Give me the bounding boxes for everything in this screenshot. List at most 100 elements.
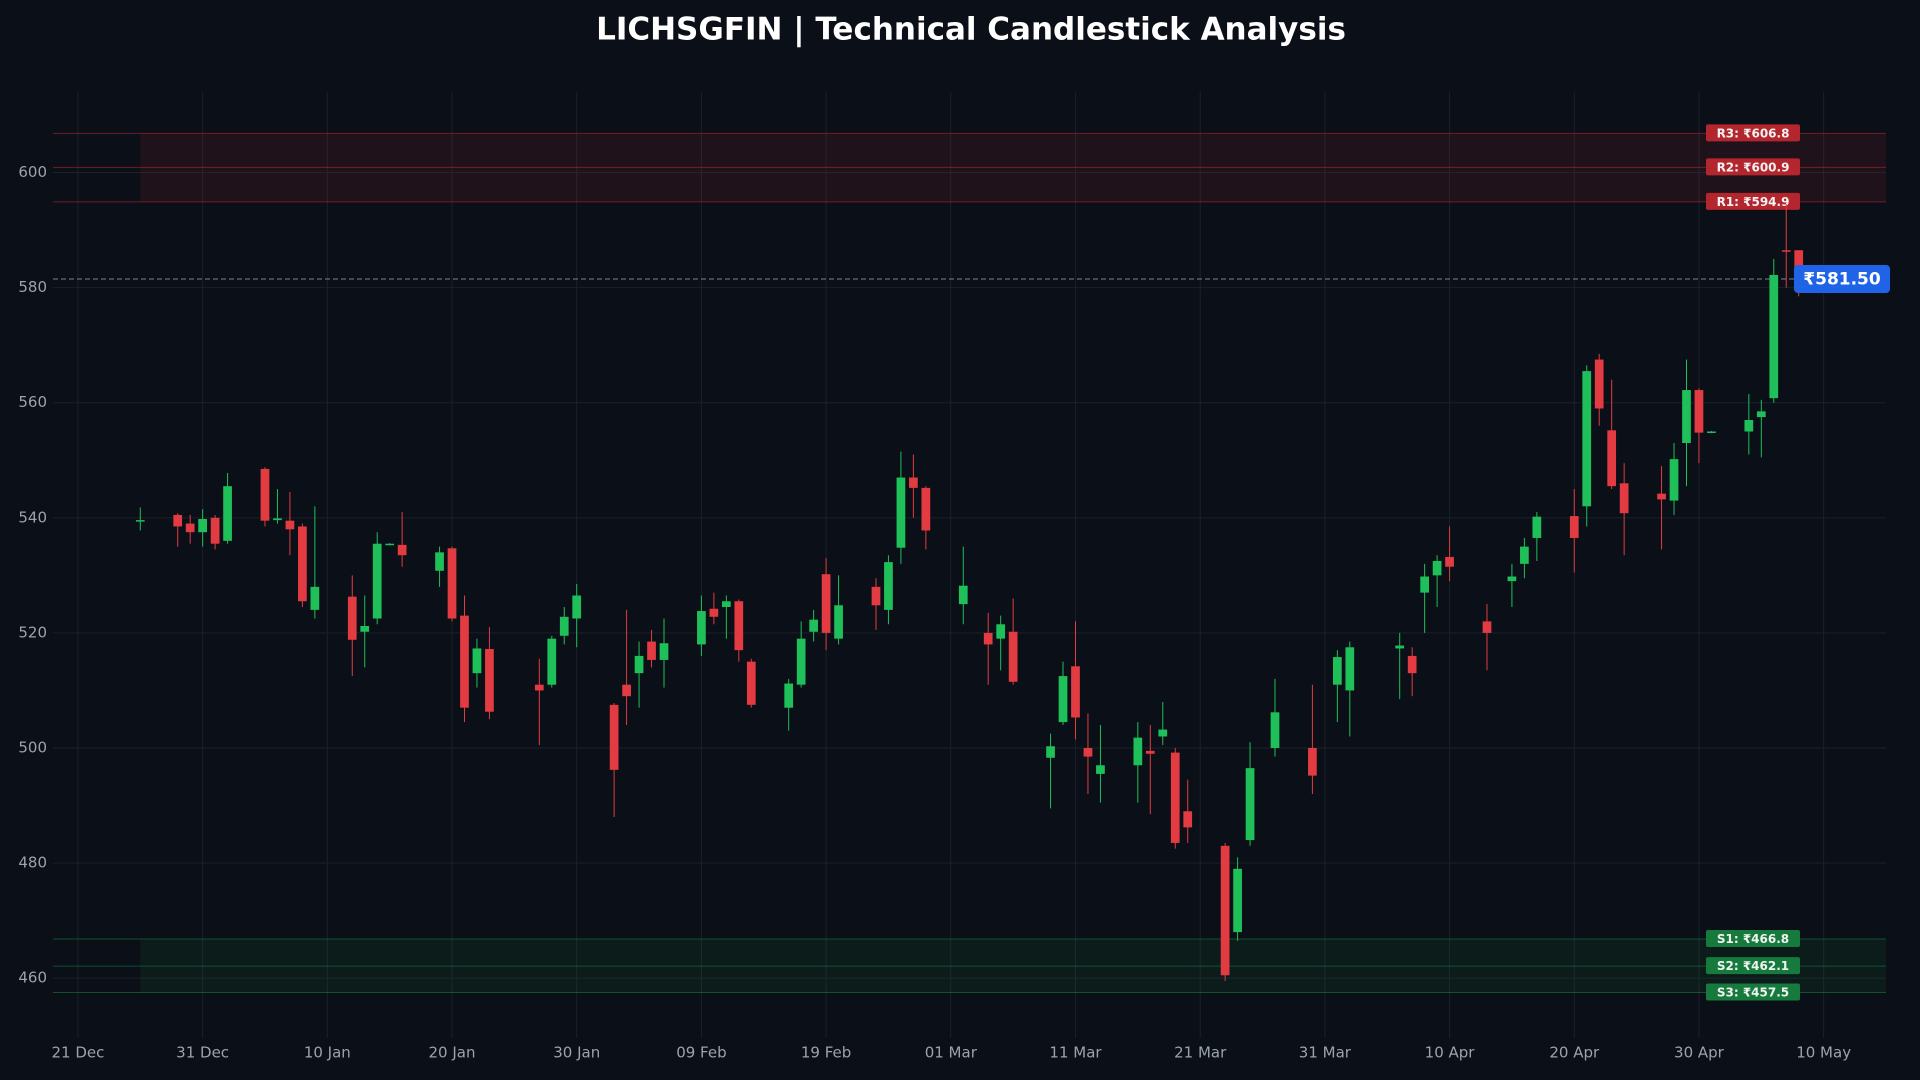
candle-body <box>372 543 382 619</box>
candle-body <box>559 616 569 636</box>
candle-body <box>1694 390 1704 433</box>
x-tick-label: 31 Mar <box>1299 1044 1352 1062</box>
y-tick-label: 520 <box>18 623 47 641</box>
x-tick-label: 31 Dec <box>176 1044 229 1062</box>
candle-body <box>647 641 656 660</box>
y-tick-label: 600 <box>18 163 47 181</box>
candle-body <box>572 595 582 619</box>
x-tick-label: 10 Jan <box>304 1044 351 1062</box>
y-tick-label: 480 <box>18 854 47 872</box>
level-label: R2: ₹600.9 <box>1717 160 1790 174</box>
level-label: S1: ₹466.8 <box>1717 932 1789 946</box>
x-tick-label: 10 Apr <box>1425 1044 1476 1062</box>
x-tick-label: 30 Apr <box>1674 1044 1725 1062</box>
candle-body <box>834 605 843 639</box>
last-price-badge <box>1794 265 1890 294</box>
x-tick-label: 21 Dec <box>51 1044 104 1062</box>
candle-body <box>1332 657 1342 685</box>
level-badge <box>1706 983 1800 1001</box>
candle-body <box>1270 712 1280 748</box>
candle-body <box>198 518 207 533</box>
candle-body <box>1507 576 1517 582</box>
candle-body <box>447 548 457 619</box>
x-tick-label: 10 May <box>1796 1044 1851 1062</box>
candle-body <box>223 486 232 541</box>
candle-body <box>1345 647 1355 691</box>
candle-body <box>1582 371 1592 507</box>
candle-body <box>821 574 831 633</box>
candle-body <box>135 520 145 522</box>
candle-body <box>721 601 731 608</box>
candle-body <box>659 643 669 660</box>
candle-body <box>285 520 295 530</box>
candle-body <box>173 514 183 527</box>
x-tick-label: 20 Apr <box>1549 1044 1600 1062</box>
candle-body <box>697 611 706 645</box>
candle-body <box>784 683 794 708</box>
candle-body <box>709 608 719 617</box>
candle-body <box>1058 676 1068 723</box>
candle-body <box>1756 411 1766 418</box>
candle-body <box>1781 250 1791 252</box>
y-tick-label: 540 <box>18 508 47 526</box>
y-tick-label: 500 <box>18 738 47 756</box>
candle-body <box>298 526 307 602</box>
chart-title: LICHSGFIN | Technical Candlestick Analys… <box>596 12 1346 48</box>
candle-body <box>1794 250 1804 280</box>
candle-body <box>1133 737 1143 766</box>
candle-body <box>472 648 482 674</box>
candle-body <box>1744 419 1754 432</box>
candle-body <box>1096 765 1105 774</box>
level-badge <box>1706 124 1800 142</box>
y-tick-label: 560 <box>18 393 47 411</box>
level-label: S3: ₹457.5 <box>1717 986 1789 1000</box>
candle-body <box>1395 645 1405 649</box>
level-label: S2: ₹462.1 <box>1717 959 1789 973</box>
candle-body <box>210 517 220 544</box>
level-label: R1: ₹594.9 <box>1717 195 1790 209</box>
candle-body <box>921 487 931 531</box>
candle-body <box>1158 729 1168 737</box>
candle-body <box>273 518 282 521</box>
level-badge <box>1706 192 1800 210</box>
x-tick-label: 11 Mar <box>1049 1044 1102 1062</box>
candle-body <box>734 601 744 651</box>
candle-body <box>1669 459 1679 501</box>
candle-body <box>958 585 968 605</box>
last-price-label: ₹581.50 <box>1803 270 1881 290</box>
candle-body <box>1569 516 1579 538</box>
candle-body <box>809 619 818 632</box>
candle-body <box>746 661 756 705</box>
candle-body <box>460 615 469 708</box>
candle-body <box>1420 576 1429 593</box>
candle-body <box>622 684 631 697</box>
candle-body <box>260 468 270 521</box>
x-tick-label: 19 Feb <box>801 1044 851 1062</box>
level-badge <box>1706 957 1800 975</box>
candle-body <box>1607 430 1617 487</box>
candle-body <box>1145 750 1155 754</box>
candle-body <box>1445 556 1454 567</box>
candle-body <box>1071 666 1080 718</box>
x-tick-label: 30 Jan <box>553 1044 600 1062</box>
candle-body <box>909 477 918 488</box>
candle-body <box>796 638 806 685</box>
candle-body <box>347 596 357 640</box>
candle-body <box>1008 631 1018 682</box>
candle-body <box>1245 768 1255 841</box>
candle-body <box>185 523 195 533</box>
x-tick-label: 09 Feb <box>676 1044 726 1062</box>
candle-body <box>1657 493 1666 500</box>
candle-body <box>983 632 993 645</box>
level-badge <box>1706 158 1800 176</box>
candle-body <box>996 624 1006 639</box>
candle-body <box>310 586 320 610</box>
candle-body <box>1619 483 1629 514</box>
candle-body <box>1682 390 1691 444</box>
candle-body <box>385 543 395 546</box>
candle-body <box>896 477 906 548</box>
candle-body <box>534 684 544 691</box>
candle-body <box>1083 747 1093 757</box>
candle-body <box>1432 560 1442 576</box>
